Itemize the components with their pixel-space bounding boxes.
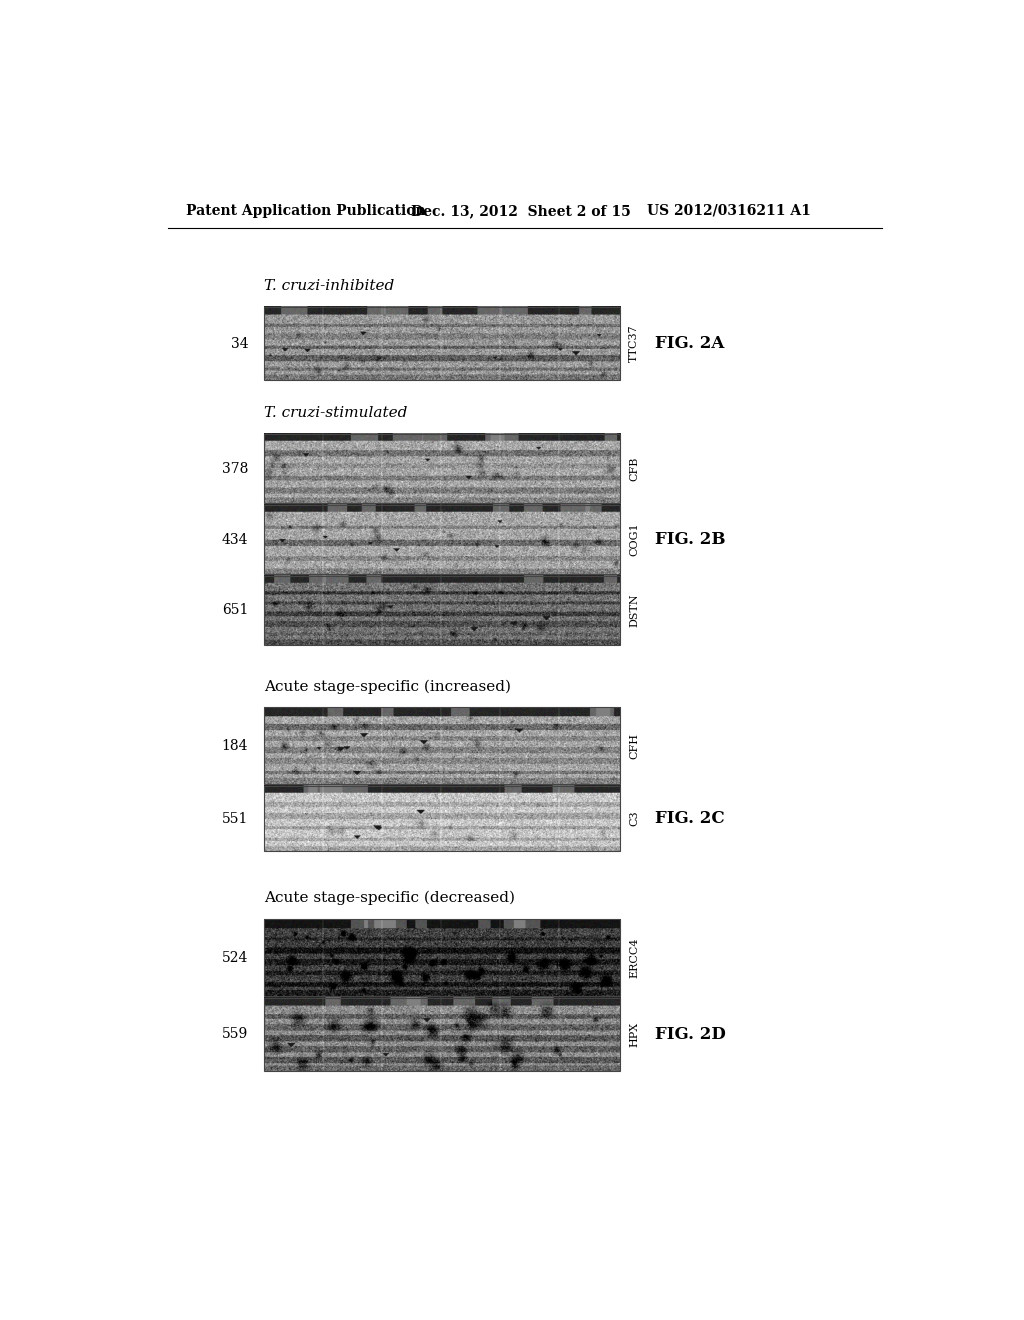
Text: FIG. 2B: FIG. 2B xyxy=(655,531,725,548)
Text: 378: 378 xyxy=(222,462,248,475)
Text: DSTN: DSTN xyxy=(629,594,639,627)
Bar xyxy=(263,998,621,1071)
Bar xyxy=(263,506,621,574)
Bar xyxy=(263,576,621,645)
Text: 34: 34 xyxy=(230,337,248,351)
Text: FIG. 2C: FIG. 2C xyxy=(655,810,725,828)
Text: T. cruzi-stimulated: T. cruzi-stimulated xyxy=(263,407,407,420)
Text: 184: 184 xyxy=(221,739,248,752)
Text: CFH: CFH xyxy=(629,733,639,759)
Text: 559: 559 xyxy=(222,1027,248,1041)
Text: FIG. 2A: FIG. 2A xyxy=(655,335,724,352)
Text: COG1: COG1 xyxy=(629,523,639,556)
Text: CFB: CFB xyxy=(629,457,639,480)
Text: Patent Application Publication: Patent Application Publication xyxy=(186,203,426,218)
Bar xyxy=(263,434,621,503)
Text: C3: C3 xyxy=(629,810,639,826)
Text: 524: 524 xyxy=(222,950,248,965)
Text: US 2012/0316211 A1: US 2012/0316211 A1 xyxy=(647,203,811,218)
Text: Acute stage-specific (decreased): Acute stage-specific (decreased) xyxy=(263,891,515,906)
Text: 551: 551 xyxy=(222,812,248,826)
Text: 434: 434 xyxy=(221,532,248,546)
Text: FIG. 2D: FIG. 2D xyxy=(655,1026,726,1043)
Text: 651: 651 xyxy=(222,603,248,618)
Bar xyxy=(263,708,621,784)
Text: Dec. 13, 2012  Sheet 2 of 15: Dec. 13, 2012 Sheet 2 of 15 xyxy=(411,203,631,218)
Text: TTC37: TTC37 xyxy=(629,325,639,363)
Bar xyxy=(263,785,621,851)
Bar xyxy=(263,919,621,997)
Text: Acute stage-specific (increased): Acute stage-specific (increased) xyxy=(263,680,511,693)
Bar xyxy=(263,308,621,380)
Text: T. cruzi-inhibited: T. cruzi-inhibited xyxy=(263,279,394,293)
Text: HPX: HPX xyxy=(629,1022,639,1047)
Text: ERCC4: ERCC4 xyxy=(629,937,639,978)
